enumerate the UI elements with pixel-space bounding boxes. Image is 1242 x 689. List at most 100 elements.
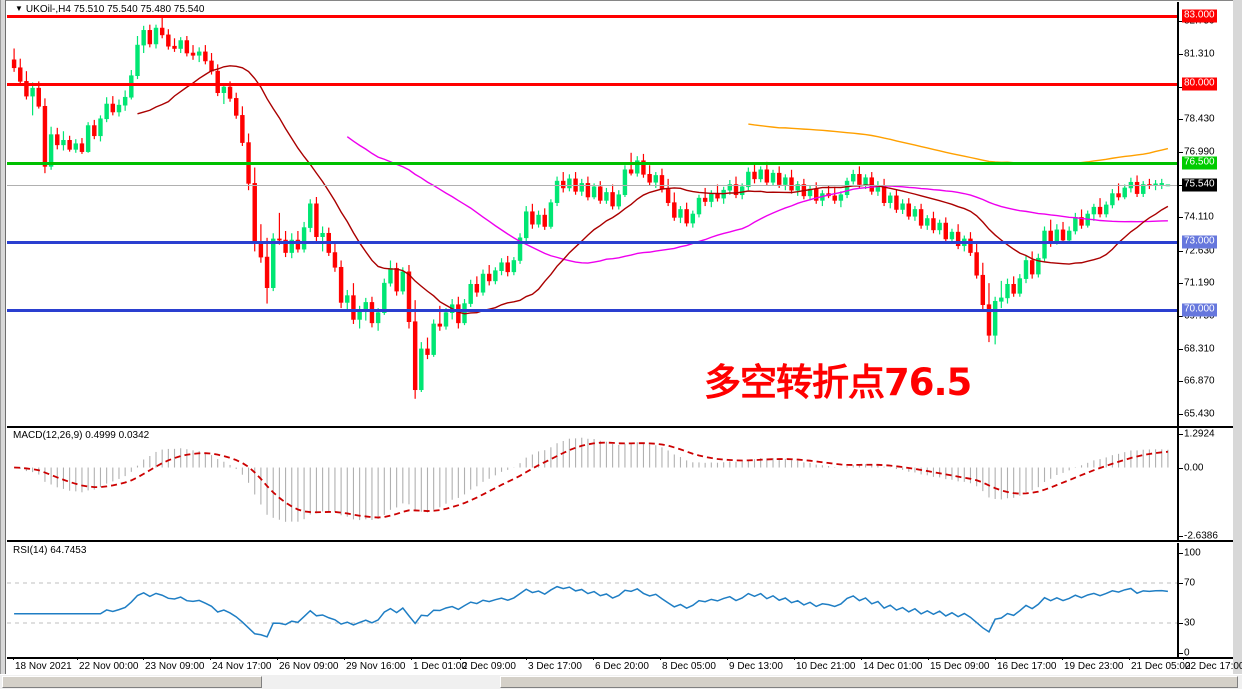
candle-body [1122,187,1127,198]
macd-tick-label: -2.6386 [1184,530,1218,542]
price-tick [1179,217,1183,219]
candle-body [986,304,992,336]
rsi-label: RSI(14) 64.7453 [13,545,87,556]
level-tag-73-000: 73.000 [1182,235,1217,249]
candle-body [61,140,66,146]
chart-menu-caret-icon[interactable]: ▼ [15,4,23,13]
time-axis-tick [277,657,278,660]
macd-signal-line [14,441,1168,519]
level-line-76-500[interactable] [7,162,1177,165]
candle-body [48,134,54,167]
rsi-tick-label: 100 [1184,547,1201,559]
candle-body [425,348,430,355]
candle-body [783,177,788,185]
candle-body [203,51,208,62]
candle-body [684,209,689,224]
candle-body [770,172,776,183]
candle-body [999,297,1004,302]
candle-body [789,177,794,191]
price-tick-label: 71.190 [1184,277,1215,289]
time-axis-tick [1129,657,1130,660]
candle-body [98,118,103,137]
candle-body [11,59,17,69]
candle-body [153,27,159,45]
price-tick [1179,151,1183,153]
time-axis-label: 26 Nov 09:00 [279,661,339,672]
candle-body [332,252,338,268]
time-axis-label: 23 Nov 09:00 [145,661,205,672]
price-panel[interactable]: ▼ UKOil-,H4 75.510 75.540 75.480 75.540 多… [7,2,1233,426]
price-tick-label: 81.310 [1184,48,1215,60]
scrollbar-thumb-left[interactable] [2,676,262,688]
candle-body [240,115,245,143]
candle-body [1005,283,1010,299]
time-axis-label: 29 Nov 16:00 [346,661,406,672]
candle-body [351,295,356,320]
chart-canvas[interactable]: ▼ UKOil-,H4 75.510 75.540 75.480 75.540 多… [7,2,1242,688]
price-tick [1179,316,1183,317]
candle-body [888,195,893,203]
candle-body [776,172,782,185]
candle-body [925,218,930,226]
time-axis-label: 24 Nov 17:00 [212,661,272,672]
time-axis[interactable]: 18 Nov 2021 22 Nov 00:00 23 Nov 09:00 24 No… [7,657,1242,677]
candle-body [289,239,294,253]
candle-body [567,178,572,189]
candle-body [955,231,961,247]
level-line-70-000[interactable] [7,309,1177,313]
candle-body [857,174,862,185]
price-scale[interactable]: 82.75081.31079.87078.43076.99075.55074.1… [1177,2,1233,426]
candle-body [474,283,480,293]
candle-body [758,169,763,180]
rsi-panel[interactable]: RSI(14) 64.7453 100 70 30 0 [7,543,1233,659]
candle-body [184,40,190,54]
candle-body [702,197,708,202]
candle-body [591,186,597,198]
candle-body [918,209,924,226]
candle-body [851,174,856,182]
window-right-border [1233,0,1242,689]
symbol-header[interactable]: ▼ UKOil-,H4 75.510 75.540 75.480 75.540 [15,4,204,15]
candle-body [400,271,406,292]
time-axis-line [7,657,1233,659]
macd-tick [1179,536,1183,537]
candle-body [579,183,584,192]
ma-line-orange [748,123,1169,165]
candle-body [1011,283,1016,294]
candle-body [190,52,196,56]
candle-body [36,87,41,107]
candle-body [906,203,911,217]
time-axis-tick [928,657,929,660]
scrollbar-thumb-right[interactable] [500,676,1238,688]
candle-body [73,143,79,150]
horizontal-scrollbar[interactable] [0,674,1242,689]
rsi-tick-label: 70 [1184,577,1196,589]
candle-body [523,211,529,239]
candle-body [505,262,510,273]
level-line-80-000[interactable] [7,82,1177,86]
candle-body [659,175,665,190]
candle-body [178,40,183,49]
level-line-73-000[interactable] [7,241,1177,245]
time-axis-tick [1183,657,1184,660]
candle-body [499,262,504,271]
candle-body [252,183,257,244]
candle-body [67,140,72,150]
candle-body [394,268,399,292]
candle-body [92,125,97,137]
macd-panel[interactable]: MACD(12,26,9) 0.4999 0.0342 1.2924 0.00 -2… [7,428,1233,542]
candle-body [159,27,165,36]
candle-body [610,192,615,207]
level-line-83-000[interactable] [7,14,1177,18]
candle-body [1110,193,1115,206]
candle-body [486,273,492,282]
rsi-tick [1179,583,1183,584]
candle-body [832,195,837,201]
candle-body [271,238,276,288]
candle-body [622,169,628,196]
macd-scale[interactable]: 1.2924 0.00 -2.6386 [1177,428,1233,542]
rsi-scale[interactable]: 100 70 30 0 [1177,543,1233,659]
price-tick [1179,348,1183,350]
rsi-tick [1179,653,1183,654]
time-axis-tick [861,657,862,660]
